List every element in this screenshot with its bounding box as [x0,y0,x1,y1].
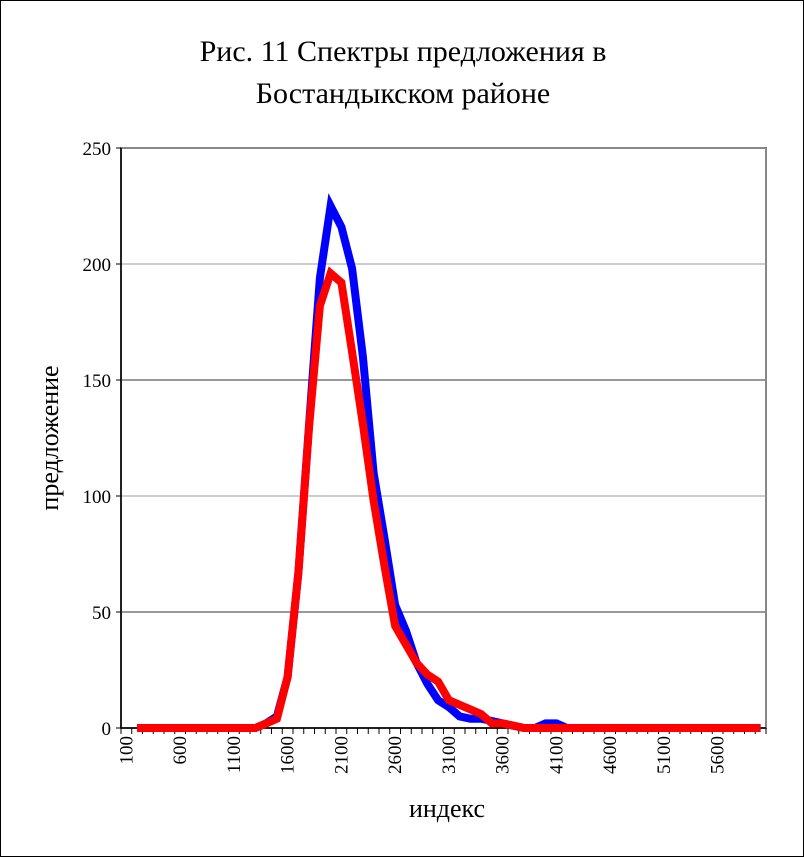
x-tick-label: 2600 [385,736,406,774]
axes: 0 50 100 150 200 250 100 600 1100 1600 2100 2600 310… [83,139,767,774]
y-tick-label: 250 [83,139,112,160]
y-tick-label: 200 [83,255,112,276]
series-lines [137,193,761,732]
x-tick-label: 3600 [493,736,514,774]
y-axis-label: предложение [35,365,64,510]
x-tick-label: 600 [170,736,191,765]
x-tick-label: 1600 [278,736,299,774]
x-tick-label: 3100 [439,736,460,774]
series-line-blue [137,193,761,732]
chart-title-line1: Рис. 11 Спектры предложения в [199,35,607,68]
x-tick-label: 5100 [654,736,675,774]
y-tick-label: 50 [92,603,111,624]
chart-title-line2: Бостандыкском районе [255,77,551,110]
gridlines [121,263,766,613]
y-tick-label: 0 [102,719,112,740]
x-tick-label: 4100 [546,736,567,774]
y-tick-label: 100 [83,487,112,508]
x-tick-label: 5600 [708,736,729,774]
x-tick-label: 100 [116,736,137,765]
chart-title: Рис. 11 Спектры предложения в Бостандыкс… [1,31,803,115]
x-tick-label: 4600 [600,736,621,774]
series-line-red [137,266,761,732]
y-tick-label: 150 [83,371,112,392]
x-tick-label: 1100 [224,736,245,773]
x-tick-label: 2100 [331,736,352,774]
plot-area-frame [120,147,767,729]
x-axis-label: индекс [409,794,485,823]
